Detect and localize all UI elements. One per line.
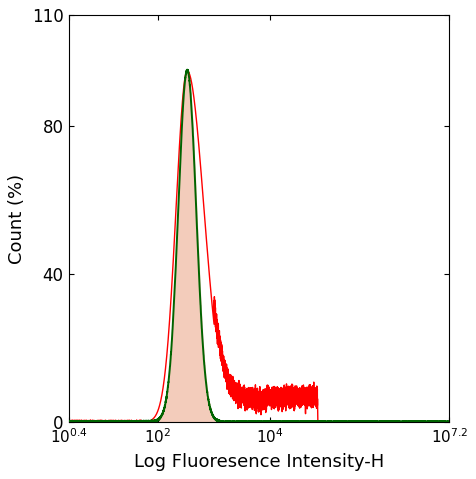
Y-axis label: Count (%): Count (%)	[9, 174, 26, 264]
X-axis label: Log Fluoresence Intensity-H: Log Fluoresence Intensity-H	[134, 453, 384, 471]
